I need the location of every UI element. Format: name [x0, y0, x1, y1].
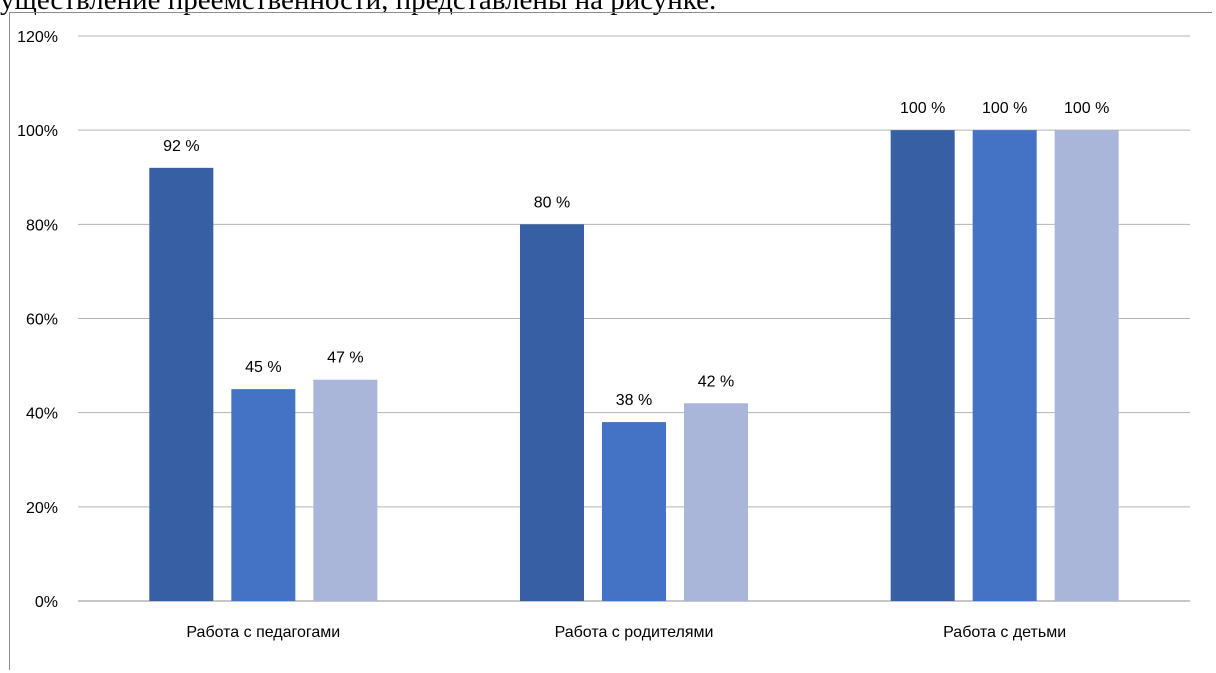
- y-tick-label: 120%: [17, 29, 58, 46]
- data-label: 38 %: [616, 392, 652, 409]
- bar: [684, 403, 748, 601]
- bar: [890, 130, 955, 601]
- category-label: Работа с педагогами: [186, 624, 340, 641]
- bar: [149, 167, 214, 602]
- category-label: Работа с родителями: [555, 624, 714, 641]
- bar: [313, 379, 378, 601]
- bar: [1054, 130, 1119, 601]
- bar: [602, 422, 666, 601]
- y-tick-label: 100%: [17, 123, 58, 140]
- y-tick-label: 80%: [26, 217, 58, 234]
- data-label: 80 %: [534, 194, 570, 211]
- bar: [231, 389, 296, 601]
- bar: [972, 130, 1037, 601]
- chart-frame: [9, 12, 1212, 670]
- y-tick-label: 0%: [35, 594, 58, 611]
- category-label: Работа с детьми: [943, 624, 1066, 641]
- data-label: 100 %: [900, 100, 945, 117]
- data-label: 47 %: [327, 350, 363, 367]
- y-tick-label: 40%: [26, 406, 58, 423]
- data-label: 100 %: [1064, 100, 1109, 117]
- data-label: 92 %: [163, 138, 199, 155]
- bar: [520, 224, 584, 602]
- data-label: 100 %: [982, 100, 1027, 117]
- y-tick-label: 20%: [26, 500, 58, 517]
- data-label: 42 %: [698, 373, 734, 390]
- y-tick-label: 60%: [26, 312, 58, 329]
- data-label: 45 %: [245, 359, 281, 376]
